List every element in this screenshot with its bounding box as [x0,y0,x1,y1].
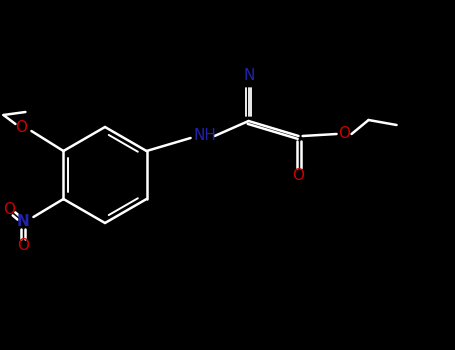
Text: N: N [244,68,255,83]
Text: O: O [339,126,350,141]
Text: NH: NH [193,128,216,143]
Text: O: O [17,238,30,253]
Text: O: O [4,203,15,217]
Text: O: O [293,168,304,183]
Text: N: N [17,215,30,230]
Text: O: O [15,119,27,134]
